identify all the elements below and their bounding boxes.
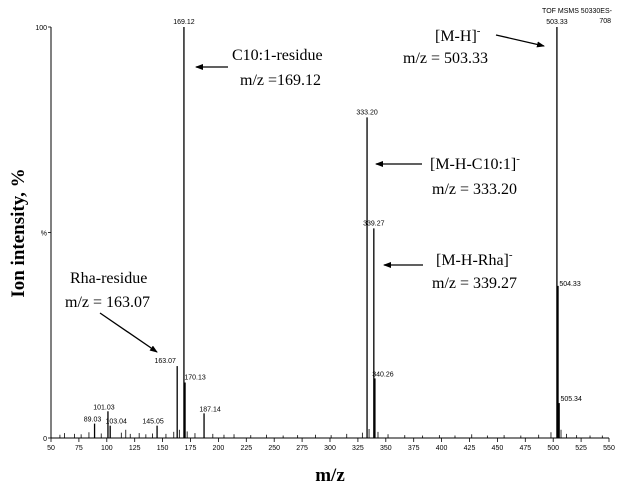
x-tick-label: 200 bbox=[213, 445, 225, 452]
x-tick-label: 425 bbox=[464, 445, 476, 452]
peak-label: 340.26 bbox=[372, 371, 394, 378]
annotation-rha-residue-arrow bbox=[99, 312, 158, 353]
x-tick-label: 500 bbox=[547, 445, 559, 452]
annotation-rha-residue-line-2: m/z = 163.07 bbox=[65, 294, 150, 311]
x-tick-label: 125 bbox=[129, 445, 141, 452]
peak-label: 101.03 bbox=[93, 404, 115, 411]
y-ticks: 100% 0 bbox=[35, 25, 51, 443]
annotation-m-h-arrow bbox=[495, 34, 545, 48]
peak-label: 333.20 bbox=[356, 109, 378, 116]
x-tick-label: 475 bbox=[519, 445, 531, 452]
x-tick-label: 50 bbox=[47, 445, 55, 452]
x-tick-label: 300 bbox=[324, 445, 336, 452]
annotation-m-h-rha-line-1: [M-H-Rha]- bbox=[436, 249, 513, 269]
x-tick-label: 525 bbox=[575, 445, 587, 452]
y-tick-label: 100 bbox=[35, 25, 47, 32]
peak-label: 187.14 bbox=[199, 406, 221, 413]
minor-peaks bbox=[59, 428, 603, 438]
axes bbox=[50, 27, 609, 439]
x-tick-label: 400 bbox=[436, 445, 448, 452]
x-ticks: 50 75 100 125 150 175 200 225 250 275 300 325 350 375… bbox=[47, 438, 615, 452]
x-tick-label: 75 bbox=[75, 445, 83, 452]
x-tick-label: 450 bbox=[492, 445, 504, 452]
corner-label-line-1: TOF MSMS 50330ES- bbox=[542, 8, 613, 15]
peak-label: 89.03 bbox=[84, 417, 102, 424]
peak-labels: 89.03 101.03 103.04 145.05 163.07 169.12 170.1… bbox=[84, 19, 582, 426]
peak-label: 169.12 bbox=[173, 19, 195, 26]
x-tick-label: 100 bbox=[101, 445, 113, 452]
annotation-m-h-c10-line-1: [M-H-C10:1]- bbox=[430, 153, 520, 173]
x-axis-title: m/z bbox=[315, 465, 345, 486]
annotations: C10:1-residue m/z =169.12 [M-H]- m/z = 5… bbox=[65, 25, 545, 353]
peak-label: 170.13 bbox=[184, 375, 206, 382]
x-tick-label: 375 bbox=[408, 445, 420, 452]
annotation-m-h-rha-line-2: m/z = 339.27 bbox=[432, 275, 517, 292]
y-tick-label: 0 bbox=[43, 436, 47, 443]
x-tick-label: 325 bbox=[352, 445, 364, 452]
major-peaks bbox=[93, 27, 560, 438]
x-tick-label: 350 bbox=[380, 445, 392, 452]
x-tick-label: 250 bbox=[268, 445, 280, 452]
peak-label: 103.04 bbox=[105, 419, 127, 426]
peak-label: 505.34 bbox=[560, 396, 582, 403]
peak-label: 145.05 bbox=[142, 419, 164, 426]
x-tick-label: 150 bbox=[157, 445, 169, 452]
annotation-rha-residue-line-1: Rha-residue bbox=[70, 270, 147, 287]
annotation-m-h-line-2: m/z = 503.33 bbox=[403, 50, 488, 67]
peak-label: 163.07 bbox=[154, 358, 176, 365]
x-tick-label: 275 bbox=[296, 445, 308, 452]
x-tick-label: 175 bbox=[185, 445, 197, 452]
peak-label: 339.27 bbox=[363, 220, 385, 227]
x-tick-label: 225 bbox=[240, 445, 252, 452]
annotation-c10-residue-line-1: C10:1-residue bbox=[232, 47, 323, 64]
annotation-m-h-c10-line-2: m/z = 333.20 bbox=[432, 181, 517, 198]
y-tick-label: % bbox=[41, 231, 47, 238]
annotation-m-h-line-1: [M-H]- bbox=[435, 25, 481, 45]
annotation-c10-residue-line-2: m/z =169.12 bbox=[240, 72, 321, 89]
peak-label: 503.33 bbox=[546, 19, 568, 26]
corner-label-line-2: 708 bbox=[599, 18, 611, 25]
y-axis-title: Ion intensity, % bbox=[8, 168, 29, 297]
peak-label: 504.33 bbox=[559, 281, 581, 288]
x-tick-label: 550 bbox=[603, 445, 615, 452]
